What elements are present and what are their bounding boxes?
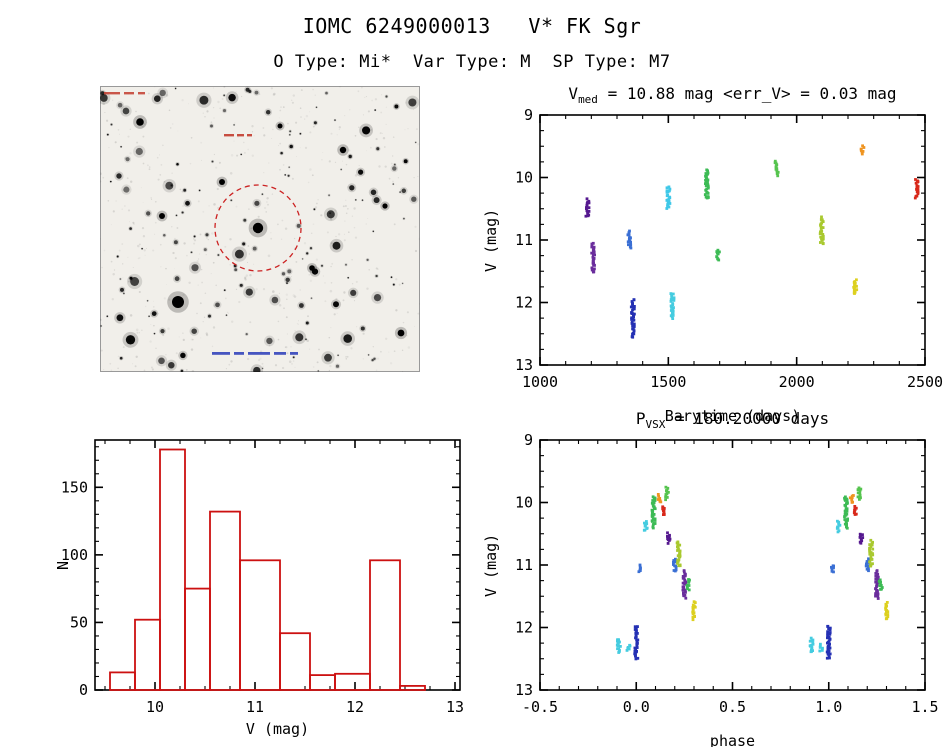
page-title: IOMC 6249000013 V* FK Sgr [302,14,642,38]
svg-text:13: 13 [515,681,533,699]
svg-text:13: 13 [515,356,533,374]
phase-curve-canvas: -0.5 0.0 0.5 1.0 1.5 9 10 11 12 13 [515,431,939,716]
svg-text:100: 100 [61,546,88,564]
phase-curve-title: PVSX = 180.20000 days [540,409,925,431]
light-curve-title: Vmed = 10.88 mag <err_V> = 0.03 mag [540,84,925,106]
svg-text:11: 11 [246,698,264,716]
phase-curve-plot: -0.5 0.0 0.5 1.0 1.5 9 10 11 12 13 PVSX = 180.200… [470,403,944,747]
light-curve-xlabel: Barytime (days) [664,407,801,425]
finder-chart [100,86,420,372]
svg-text:1.5: 1.5 [911,698,938,716]
svg-text:10: 10 [146,698,164,716]
star-field-image [100,86,420,372]
histogram-xlabel: V (mag) [245,720,310,738]
svg-text:0.5: 0.5 [719,698,746,716]
svg-text:50: 50 [70,613,88,631]
svg-text:11: 11 [515,231,533,249]
vmed-symbol: V [568,84,579,103]
svg-text:9: 9 [524,431,533,449]
svg-text:12: 12 [515,619,533,637]
svg-text:0.0: 0.0 [623,698,650,716]
svg-text:12: 12 [346,698,364,716]
phase-curve-ylabel: V (mag) [482,533,500,597]
svg-text:12: 12 [515,294,533,312]
light-curve-ylabel: V (mag) [482,208,500,272]
svg-text:10: 10 [515,494,533,512]
vmed-subscript: med [578,93,598,107]
svg-text:11: 11 [515,556,533,574]
svg-text:2000: 2000 [779,373,815,391]
svg-text:0: 0 [79,681,88,699]
period-subscript: VSX [645,418,666,432]
svg-text:10: 10 [515,169,533,187]
period-value: = 180.20000 days [665,409,830,428]
svg-text:1000: 1000 [522,373,558,391]
svg-text:2500: 2500 [907,373,943,391]
vmed-value: = 10.88 mag <err_V> = 0.03 mag [597,84,897,103]
histogram-ylabel: N [54,560,72,570]
svg-text:1500: 1500 [650,373,686,391]
light-curve-canvas: 1000 1500 2000 2500 9 10 11 12 13 [515,106,943,391]
svg-text:1.0: 1.0 [815,698,842,716]
svg-text:150: 150 [61,478,88,496]
magnitude-histogram-plot: 10 11 12 13 0 50 100 150 V (mag) N [30,420,470,747]
histogram-canvas: 10 11 12 13 0 50 100 150 [61,439,464,716]
page-subtitle: O Type: Mi* Var Type: M SP Type: M7 [273,52,671,72]
period-symbol: P [635,409,646,428]
phase-curve-xlabel: phase [709,732,756,747]
svg-text:9: 9 [524,106,533,124]
svg-text:-0.5: -0.5 [522,698,558,716]
svg-text:13: 13 [446,698,464,716]
light-curve-plot: 1000 1500 2000 2500 9 10 11 12 13 Vmed = 10.88 m… [470,78,944,425]
